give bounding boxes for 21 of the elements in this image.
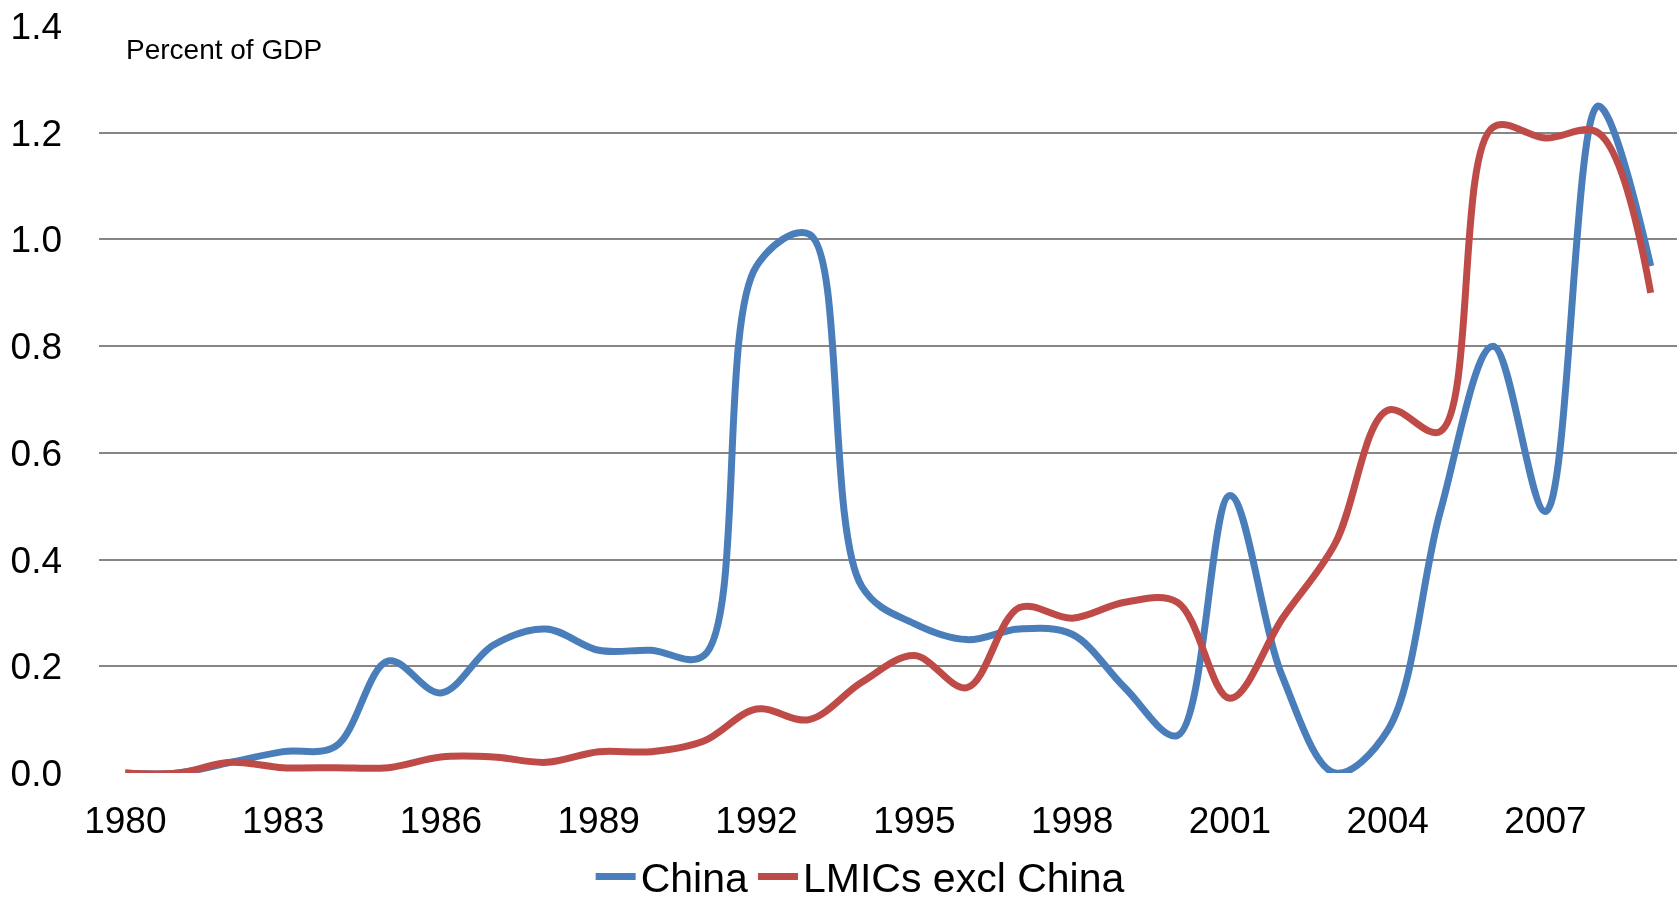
y-tick-label: 0.4: [10, 539, 62, 581]
x-tick-label: 1983: [241, 800, 325, 841]
x-tick-label: 2001: [1188, 800, 1272, 841]
y-tick-label: 0.8: [10, 326, 62, 368]
legend-label: China: [640, 855, 748, 902]
x-tick-label: 1980: [84, 800, 167, 841]
x-tick-label: 1986: [399, 800, 483, 841]
x-tick-label: 1989: [557, 800, 640, 841]
x-tick-label: 1998: [1030, 800, 1114, 841]
y-tick-label: 1.2: [10, 112, 62, 154]
y-tick-label: 1.0: [10, 219, 62, 261]
x-tick-label: 1995: [873, 800, 956, 841]
y-tick-label: 1.4: [10, 5, 62, 47]
y-tick-label: 0.6: [10, 432, 62, 474]
legend-label: LMICs excl China: [802, 855, 1125, 902]
x-tick-label: 2007: [1504, 800, 1587, 841]
y-tick-label: 0.0: [10, 752, 62, 794]
x-tick-label: 2004: [1346, 800, 1429, 841]
x-tick-label: 1992: [715, 800, 798, 841]
y-tick-label: 0.2: [10, 646, 62, 688]
y-axis-title: Percent of GDP: [126, 34, 323, 65]
